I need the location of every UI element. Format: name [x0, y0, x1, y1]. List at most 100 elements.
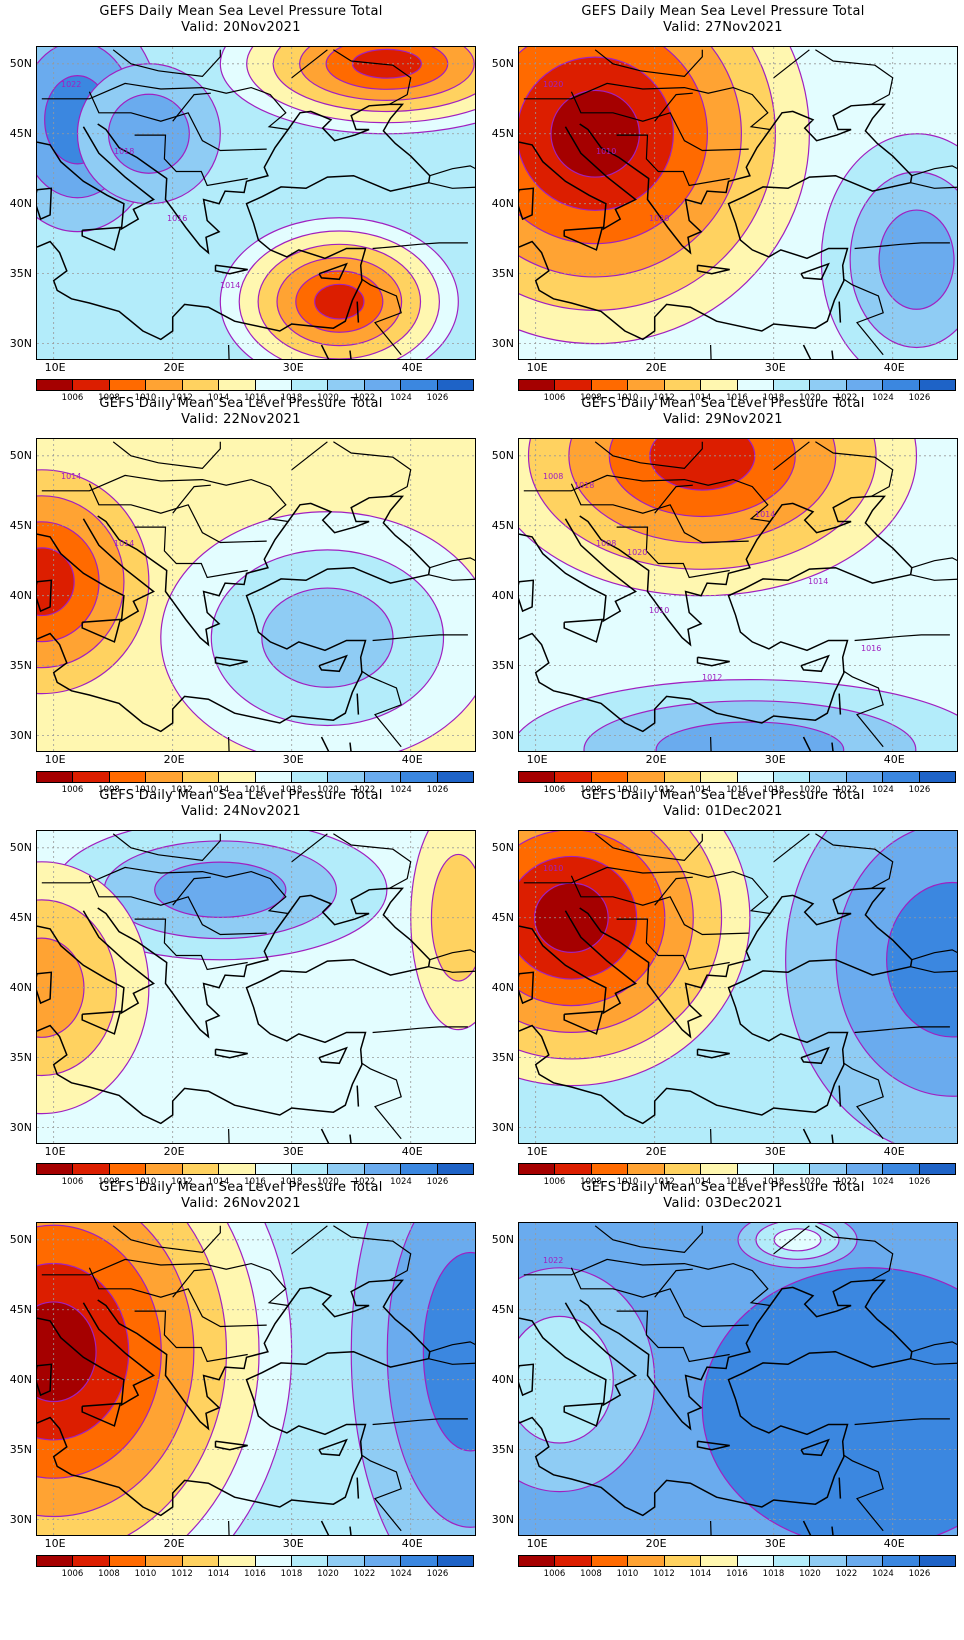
colorbar-swatch [146, 772, 183, 782]
colorbar [518, 1555, 956, 1567]
colorbar-label: 1024 [872, 1569, 894, 1579]
colorbar-swatch [628, 380, 665, 390]
coastline [37, 187, 53, 221]
pressure-contour-band [655, 721, 845, 751]
longitude-label: 40E [401, 1537, 423, 1550]
colorbar-label: 1008 [580, 393, 602, 403]
coastline [579, 1279, 913, 1431]
country-border [88, 483, 267, 544]
country-border [172, 1268, 211, 1298]
coastline [97, 495, 431, 647]
country-border [134, 134, 248, 187]
colorbar-label: 1018 [280, 1569, 303, 1579]
colorbar-label: 1024 [390, 1569, 412, 1579]
colorbar-swatch [591, 1556, 629, 1566]
colorbar-label: 1006 [61, 1177, 84, 1187]
country-border [428, 949, 475, 973]
colorbar-swatch [919, 1164, 956, 1174]
colorbar-label: 1024 [872, 785, 894, 795]
coastline [37, 971, 53, 1005]
pressure-map: 1022 1018 1016 1014 [36, 46, 476, 360]
latitude-label: 30N [491, 1512, 514, 1526]
colorbar-swatch [37, 380, 74, 390]
country-border [41, 866, 289, 915]
colorbar-label: 1024 [390, 393, 412, 403]
coastline [214, 1048, 248, 1059]
latitude-label: 35N [491, 1442, 514, 1456]
colorbar-label: 1006 [61, 1569, 84, 1579]
latitude-label: 35N [9, 266, 32, 280]
pressure-contour-band [886, 881, 957, 1038]
contour-label: 1014 [61, 472, 81, 481]
colorbar-swatch [437, 1164, 474, 1174]
colorbar-label: 1008 [98, 1177, 120, 1187]
latitude-label: 50N [491, 448, 514, 462]
longitude-label: 30E [282, 753, 304, 766]
colorbar-swatch [664, 772, 702, 782]
colorbar-label: 1010 [616, 1569, 639, 1579]
country-border [172, 876, 211, 906]
latitude-label: 50N [9, 840, 32, 854]
colorbar-label: 1008 [98, 393, 120, 403]
latitude-label: 45N [9, 910, 32, 924]
latitude-label: 45N [491, 910, 514, 924]
coastline [563, 1402, 604, 1427]
contour-label: 1008 [596, 539, 616, 548]
colorbar-swatch [182, 380, 220, 390]
colorbar-label: 1016 [244, 1569, 266, 1579]
pressure-contour-band [314, 283, 365, 320]
contour-label: 1020 [543, 80, 563, 89]
colorbar-swatch [328, 772, 365, 782]
contour-label: 1014 [220, 281, 240, 290]
colorbar-swatch [846, 380, 884, 390]
country-border [616, 918, 730, 971]
coastline [37, 518, 156, 623]
colorbar-label: 1018 [280, 785, 303, 795]
contour-label: 1022 [543, 1256, 563, 1265]
longitude-label: 20E [645, 1537, 667, 1550]
latitude-label: 40N [491, 1372, 514, 1386]
country-border [815, 1225, 894, 1281]
panel-valid-date: Valid: 03Dec2021 [663, 1196, 783, 1211]
country-border [134, 1310, 248, 1363]
coastline [37, 126, 156, 231]
colorbar-swatch [109, 772, 147, 782]
longitude-label: 10E [44, 361, 66, 374]
country-border [773, 49, 810, 79]
country-border [333, 1225, 412, 1281]
colorbar-swatch [919, 380, 956, 390]
colorbar [36, 379, 474, 391]
latitude-label: 30N [491, 336, 514, 350]
colorbar-label: 1006 [543, 785, 566, 795]
coastline [802, 1520, 812, 1535]
colorbar-swatch [519, 380, 556, 390]
coastline [97, 103, 431, 255]
longitude-label: 30E [764, 1145, 786, 1158]
latitude-label: 35N [9, 658, 32, 672]
colorbar-swatch [555, 380, 592, 390]
coastline [37, 566, 429, 733]
coastline [519, 566, 911, 733]
colorbar-swatch [846, 772, 884, 782]
country-border [570, 875, 749, 936]
colorbar-label: 1024 [390, 1177, 412, 1187]
coastline [37, 1363, 53, 1397]
pressure-contour-band [154, 861, 287, 918]
colorbar-swatch [773, 772, 811, 782]
country-border [112, 1225, 221, 1254]
panel-valid-date: Valid: 27Nov2021 [663, 20, 783, 35]
map-panel: GEFS Daily Mean Sea Level Pressure Total… [482, 784, 964, 1194]
coastline [519, 910, 638, 1015]
colorbar-swatch [737, 1164, 774, 1174]
coastline [318, 1438, 348, 1457]
coastline [97, 1279, 431, 1431]
longitude-label: 20E [645, 361, 667, 374]
longitude-label: 30E [764, 1537, 786, 1550]
country-border [815, 833, 894, 889]
colorbar-label: 1024 [390, 785, 412, 795]
coastline [349, 1526, 352, 1535]
pressure-contour-band [37, 547, 75, 617]
country-border [570, 91, 749, 152]
pressure-contour-band [261, 587, 394, 688]
colorbar-label: 1016 [244, 1177, 266, 1187]
